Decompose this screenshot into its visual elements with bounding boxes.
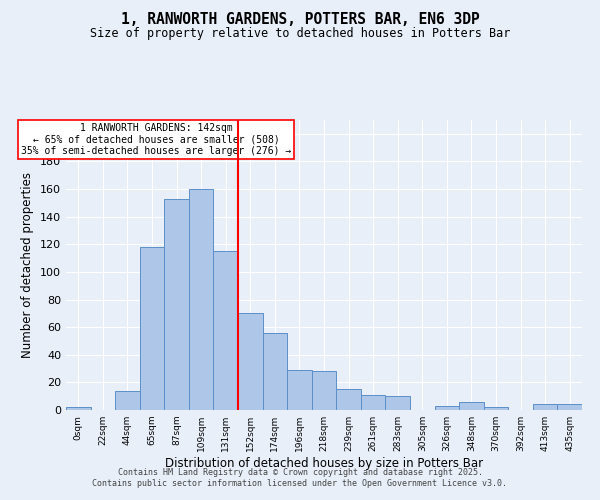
Bar — [484, 407, 508, 410]
Bar — [336, 390, 361, 410]
Bar — [140, 247, 164, 410]
Bar — [287, 370, 312, 410]
Bar — [164, 198, 189, 410]
Bar — [189, 189, 214, 410]
Bar — [66, 407, 91, 410]
X-axis label: Distribution of detached houses by size in Potters Bar: Distribution of detached houses by size … — [165, 457, 483, 470]
Bar — [312, 372, 336, 410]
Bar — [214, 251, 238, 410]
Bar — [434, 406, 459, 410]
Bar — [533, 404, 557, 410]
Text: Size of property relative to detached houses in Potters Bar: Size of property relative to detached ho… — [90, 28, 510, 40]
Bar — [557, 404, 582, 410]
Y-axis label: Number of detached properties: Number of detached properties — [22, 172, 34, 358]
Bar — [385, 396, 410, 410]
Bar — [115, 390, 140, 410]
Text: Contains HM Land Registry data © Crown copyright and database right 2025.
Contai: Contains HM Land Registry data © Crown c… — [92, 468, 508, 487]
Bar — [238, 314, 263, 410]
Bar — [361, 395, 385, 410]
Bar — [263, 332, 287, 410]
Bar — [459, 402, 484, 410]
Text: 1 RANWORTH GARDENS: 142sqm
← 65% of detached houses are smaller (508)
35% of sem: 1 RANWORTH GARDENS: 142sqm ← 65% of deta… — [21, 123, 292, 156]
Text: 1, RANWORTH GARDENS, POTTERS BAR, EN6 3DP: 1, RANWORTH GARDENS, POTTERS BAR, EN6 3D… — [121, 12, 479, 28]
